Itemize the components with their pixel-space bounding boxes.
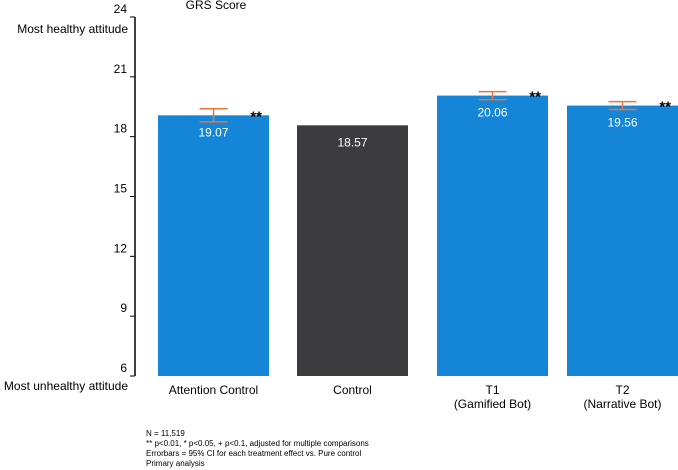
x-category-label: Control — [333, 383, 372, 397]
y-tick-label: 15 — [114, 182, 128, 196]
y-tick-label: 9 — [120, 301, 127, 315]
x-category-label: Attention Control — [169, 383, 258, 397]
y-tick-label: 6 — [120, 361, 127, 375]
y-tick-label: 21 — [114, 62, 128, 76]
x-category-label: T2 — [615, 383, 629, 397]
bar — [437, 95, 548, 376]
y-tick-label: 18 — [114, 122, 128, 136]
y-tick-label: 12 — [114, 241, 128, 255]
x-category-label: (Gamified Bot) — [454, 397, 531, 411]
footnote-n: N = 11,519 — [146, 429, 185, 438]
significance-marker: ** — [250, 108, 262, 125]
bar — [158, 115, 269, 376]
bar-value-label: 20.06 — [477, 106, 507, 120]
y-tick-label: 24 — [114, 2, 128, 16]
footnotes: N = 11,519 ** p<0.01, * p<0.05, + p<0.1,… — [146, 429, 369, 469]
x-category-label: (Narrative Bot) — [583, 397, 661, 411]
bar-value-label: 19.56 — [607, 116, 637, 130]
y-axis-top-label: Most healthy attitude — [17, 22, 128, 36]
chart-title: GRS Score — [186, 0, 247, 12]
significance-marker: ** — [529, 89, 541, 106]
footnote-errorbars: Errorbars = 95% CI for each treatment ef… — [146, 449, 362, 458]
significance-marker: ** — [659, 99, 671, 116]
y-axis-bottom-label: Most unhealthy attitude — [4, 379, 128, 393]
bar — [567, 105, 678, 376]
footnote-significance: ** p<0.01, * p<0.05, + p<0.1, adjusted f… — [146, 439, 369, 448]
footnote-analysis: Primary analysis — [146, 459, 205, 468]
bar-value-label: 18.57 — [337, 135, 367, 149]
bar — [297, 125, 408, 376]
x-category-label: T1 — [485, 383, 499, 397]
bar-value-label: 19.07 — [198, 125, 228, 139]
grs-bar-chart: GRS Score Most healthy attitude Most unh… — [4, 0, 678, 411]
